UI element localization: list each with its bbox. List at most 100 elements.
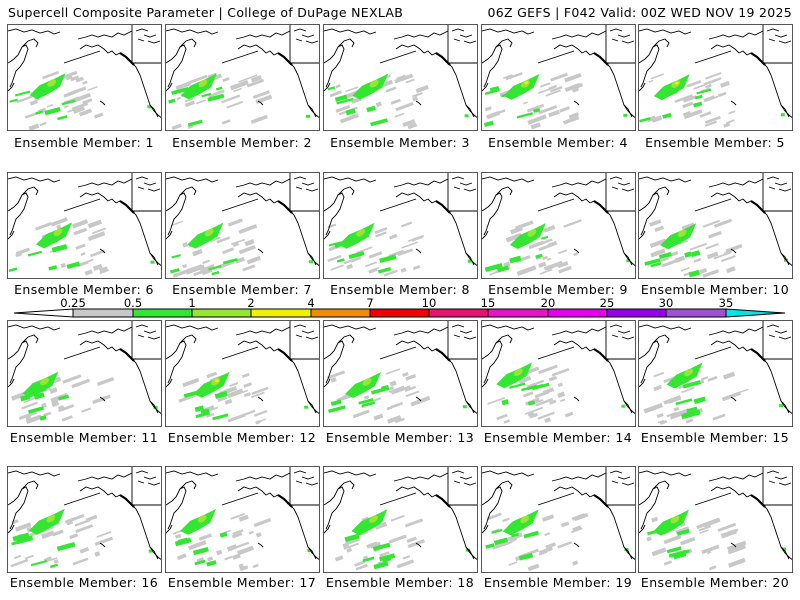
- colorbar-tick-label: 25: [599, 296, 615, 310]
- scp-green-values: [327, 73, 469, 127]
- colorbar-tick-label: 15: [480, 296, 496, 310]
- ensemble-member-label: Ensemble Member: 7: [172, 282, 312, 297]
- colorbar-tick-label: 20: [540, 296, 556, 310]
- ensemble-panel-2: [165, 24, 320, 131]
- map-1: [8, 25, 161, 130]
- scp-lime-values: [46, 514, 56, 523]
- colorbar-tick-label: 7: [366, 296, 374, 310]
- ensemble-panel-5: [638, 24, 793, 131]
- scp-low-values: [327, 368, 431, 424]
- coastlines: [482, 173, 635, 266]
- coastlines: [8, 173, 161, 266]
- map-17: [166, 467, 319, 572]
- scp-low-values: [487, 364, 574, 424]
- map-13: [324, 321, 477, 424]
- colorbar-under-triangle: [13, 308, 74, 318]
- ensemble-panel-9: [481, 172, 636, 279]
- ensemble-panel-20: [638, 466, 793, 573]
- map-10: [639, 173, 792, 278]
- colorbar-bin-6: [369, 308, 430, 318]
- ensemble-member-label: Ensemble Member: 18: [325, 575, 475, 590]
- ensemble-panel-6: [7, 172, 162, 279]
- scp-green-values: [168, 73, 310, 127]
- coastlines: [8, 25, 161, 118]
- map-4: [482, 25, 635, 130]
- scp-lime-values: [356, 229, 366, 237]
- map-7: [166, 173, 319, 278]
- ensemble-member-label: Ensemble Member: 12: [167, 430, 317, 445]
- scp-lime-values: [53, 228, 63, 237]
- scp-low-values: [484, 72, 584, 130]
- scp-low-values: [649, 218, 743, 278]
- scp-lime-values: [197, 515, 207, 523]
- colorbar-bin-3: [191, 308, 252, 318]
- ensemble-member-label: Ensemble Member: 20: [640, 575, 790, 590]
- ensemble-panel-3: [323, 24, 478, 131]
- map-5: [639, 25, 792, 128]
- ensemble-panel-11: [7, 320, 162, 427]
- scp-lime-values: [527, 229, 537, 237]
- colorbar-bin-7: [428, 308, 489, 318]
- scp-low-values: [171, 72, 273, 130]
- colorbar-bin-2: [132, 308, 193, 318]
- coastlines: [324, 25, 477, 118]
- scp-lime-values: [684, 368, 694, 377]
- ensemble-panel-14: [481, 320, 636, 427]
- scp-green-values: [666, 362, 784, 420]
- scp-green-values: [20, 371, 158, 421]
- scp-green-values: [328, 371, 467, 413]
- map-20: [639, 467, 792, 571]
- coastlines: [166, 25, 319, 118]
- colorbar-tick-label: 1: [188, 296, 196, 310]
- scp-lime-values: [362, 378, 372, 386]
- scp-green-values: [9, 73, 152, 121]
- coastlines: [324, 173, 477, 266]
- ensemble-panel-15: [638, 320, 793, 427]
- ensemble-member-label: Ensemble Member: 9: [488, 282, 628, 297]
- coastlines: [166, 467, 319, 560]
- colorbar-tick-label: 4: [307, 296, 315, 310]
- scp-lime-values: [47, 79, 57, 87]
- coastlines: [639, 173, 792, 266]
- scp-low-values: [646, 72, 736, 128]
- colorbar-bin-11: [665, 308, 727, 318]
- colorbar-tick-label: 0.5: [123, 296, 143, 310]
- map-3: [324, 25, 477, 130]
- ensemble-member-label: Ensemble Member: 13: [325, 430, 475, 445]
- scp-green-values: [328, 222, 472, 274]
- ensemble-panel-10: [638, 172, 793, 279]
- coastlines: [8, 467, 161, 560]
- map-14: [482, 321, 635, 424]
- colorbar-bin-10: [606, 308, 667, 318]
- coastlines: [8, 321, 161, 414]
- ensemble-panel-19: [481, 466, 636, 573]
- ensemble-panel-13: [323, 320, 478, 427]
- scp-green-values: [170, 222, 314, 276]
- scp-lime-values: [204, 228, 214, 237]
- colorbar-tick-label: 30: [658, 296, 674, 310]
- coastlines: [166, 173, 319, 266]
- coastlines: [482, 25, 635, 118]
- ensemble-member-label: Ensemble Member: 11: [9, 430, 159, 445]
- scp-lime-values: [368, 515, 378, 523]
- scp-green-values: [183, 371, 309, 421]
- chart-title: Supercell Composite Parameter | College …: [8, 5, 404, 20]
- ensemble-member-label: Ensemble Member: 19: [483, 575, 633, 590]
- scp-yellow-values: [674, 81, 679, 85]
- scp-low-values: [489, 219, 582, 276]
- colorbar-bin-5: [310, 308, 371, 318]
- ensemble-member-label: Ensemble Member: 16: [9, 575, 159, 590]
- colorbar-bin-1: [72, 308, 134, 318]
- colorbar: [13, 308, 786, 318]
- scp-lime-values: [520, 515, 530, 524]
- colorbar-tick-label: 35: [718, 296, 734, 310]
- ensemble-member-label: Ensemble Member: 17: [167, 575, 317, 590]
- colorbar-tick-label: 2: [247, 296, 255, 310]
- scp-green-values: [496, 362, 626, 408]
- scp-low-values: [327, 221, 425, 277]
- coastlines: [324, 467, 477, 560]
- ensemble-member-label: Ensemble Member: 10: [640, 282, 790, 297]
- map-15: [639, 321, 792, 425]
- colorbar-bin-9: [547, 308, 608, 318]
- coastlines: [324, 321, 477, 414]
